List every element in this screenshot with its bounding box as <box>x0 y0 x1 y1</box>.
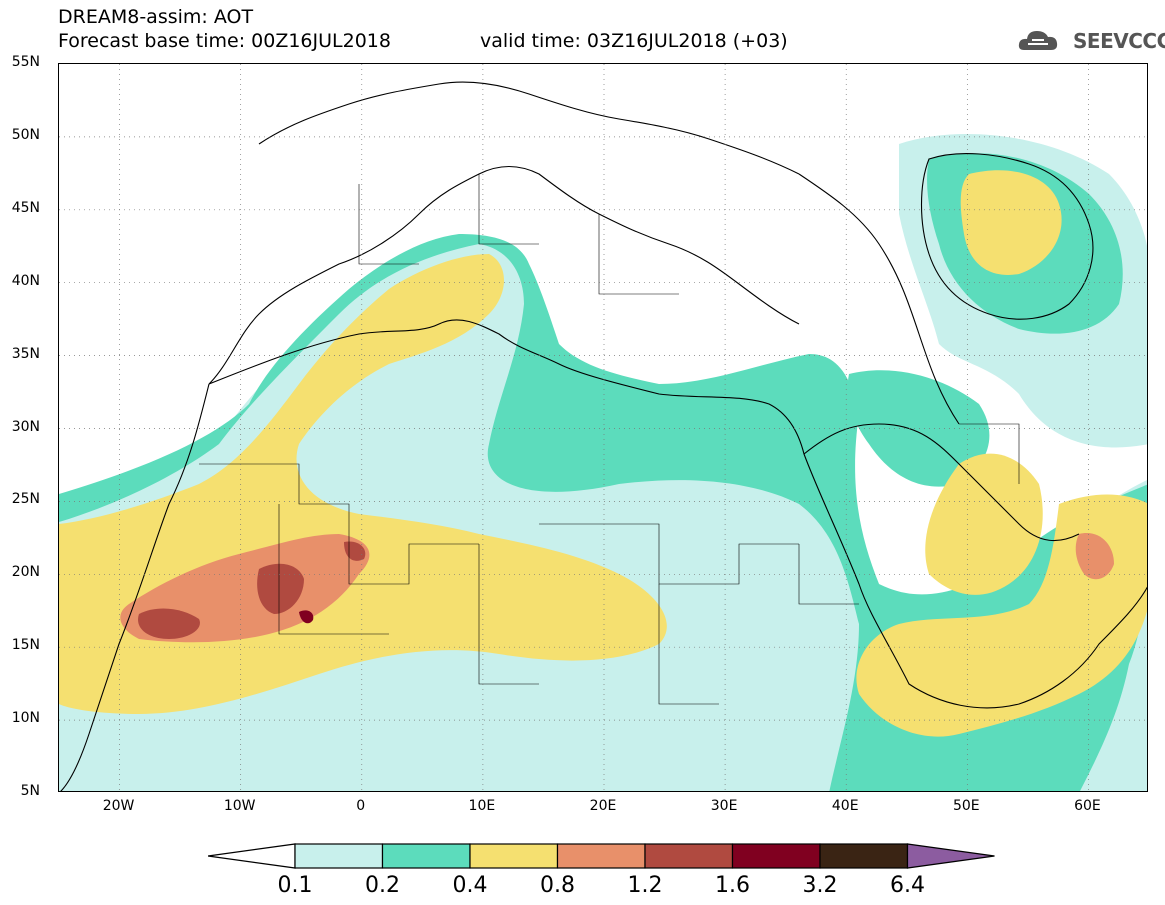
colorbar-arrow-high <box>906 843 995 869</box>
cloud-icon <box>1018 31 1058 50</box>
lat-tick-label: 30N <box>11 418 40 435</box>
lon-tick-label: 0 <box>356 798 366 814</box>
lon-tick-label: 10E <box>468 798 496 814</box>
forecast-base-time: Forecast base time: 00Z16JUL2018 <box>58 30 391 52</box>
colorbar-segment <box>381 843 471 869</box>
coastlines <box>60 81 1147 791</box>
logo-text: SEEVCCC <box>1073 29 1165 53</box>
colorbar-arrow-low <box>208 843 296 869</box>
lon-tick-label: 50E <box>952 798 980 814</box>
colorbar-segment <box>469 843 559 869</box>
valid-time: valid time: 03Z16JUL2018 (+03) <box>480 30 788 52</box>
colorbar-label: 6.4 <box>890 873 925 898</box>
map-canvas <box>59 64 1147 791</box>
colorbar-segment <box>731 843 821 869</box>
map-title: DREAM8-assim: AOT <box>58 6 254 28</box>
lat-tick-label: 35N <box>11 345 40 362</box>
colorbar <box>208 843 995 869</box>
lat-tick-label: 20N <box>11 564 40 581</box>
colorbar-segment <box>294 843 384 869</box>
colorbar-label: 0.1 <box>277 873 313 898</box>
lat-tick-label: 25N <box>11 491 40 508</box>
lat-tick-label: 15N <box>11 637 40 654</box>
lon-tick-label: 30E <box>710 798 738 814</box>
colorbar-label: 0.4 <box>452 873 488 898</box>
lat-tick-label: 50N <box>11 126 40 143</box>
colorbar-label: 1.2 <box>627 873 663 898</box>
colorbar-segment <box>819 843 909 869</box>
aot-contour-1-6 <box>299 610 314 624</box>
lon-tick-label: 20E <box>589 798 617 814</box>
colorbar-segment <box>556 843 646 869</box>
aot-contour-1-2 <box>138 541 366 639</box>
lat-tick-label: 5N <box>20 783 40 799</box>
colorbar-segment <box>644 843 734 869</box>
lon-tick-label: 60E <box>1074 798 1101 814</box>
lat-tick-label: 10N <box>11 710 40 727</box>
lat-tick-label: 45N <box>11 199 40 216</box>
country-borders <box>199 174 1020 705</box>
colorbar-label: 3.2 <box>802 873 838 898</box>
aot-map <box>58 63 1148 792</box>
colorbar-label: 1.6 <box>715 873 750 898</box>
colorbar-label: 0.2 <box>365 873 400 898</box>
lon-tick-label: 40E <box>831 798 859 814</box>
lat-tick-label: 40N <box>11 272 40 289</box>
lat-tick-label: 55N <box>11 54 40 70</box>
lat-lon-grid <box>59 64 1147 791</box>
lon-tick-label: 10W <box>223 798 256 814</box>
lon-tick-label: 20W <box>102 798 135 814</box>
colorbar-label: 0.8 <box>540 873 575 898</box>
